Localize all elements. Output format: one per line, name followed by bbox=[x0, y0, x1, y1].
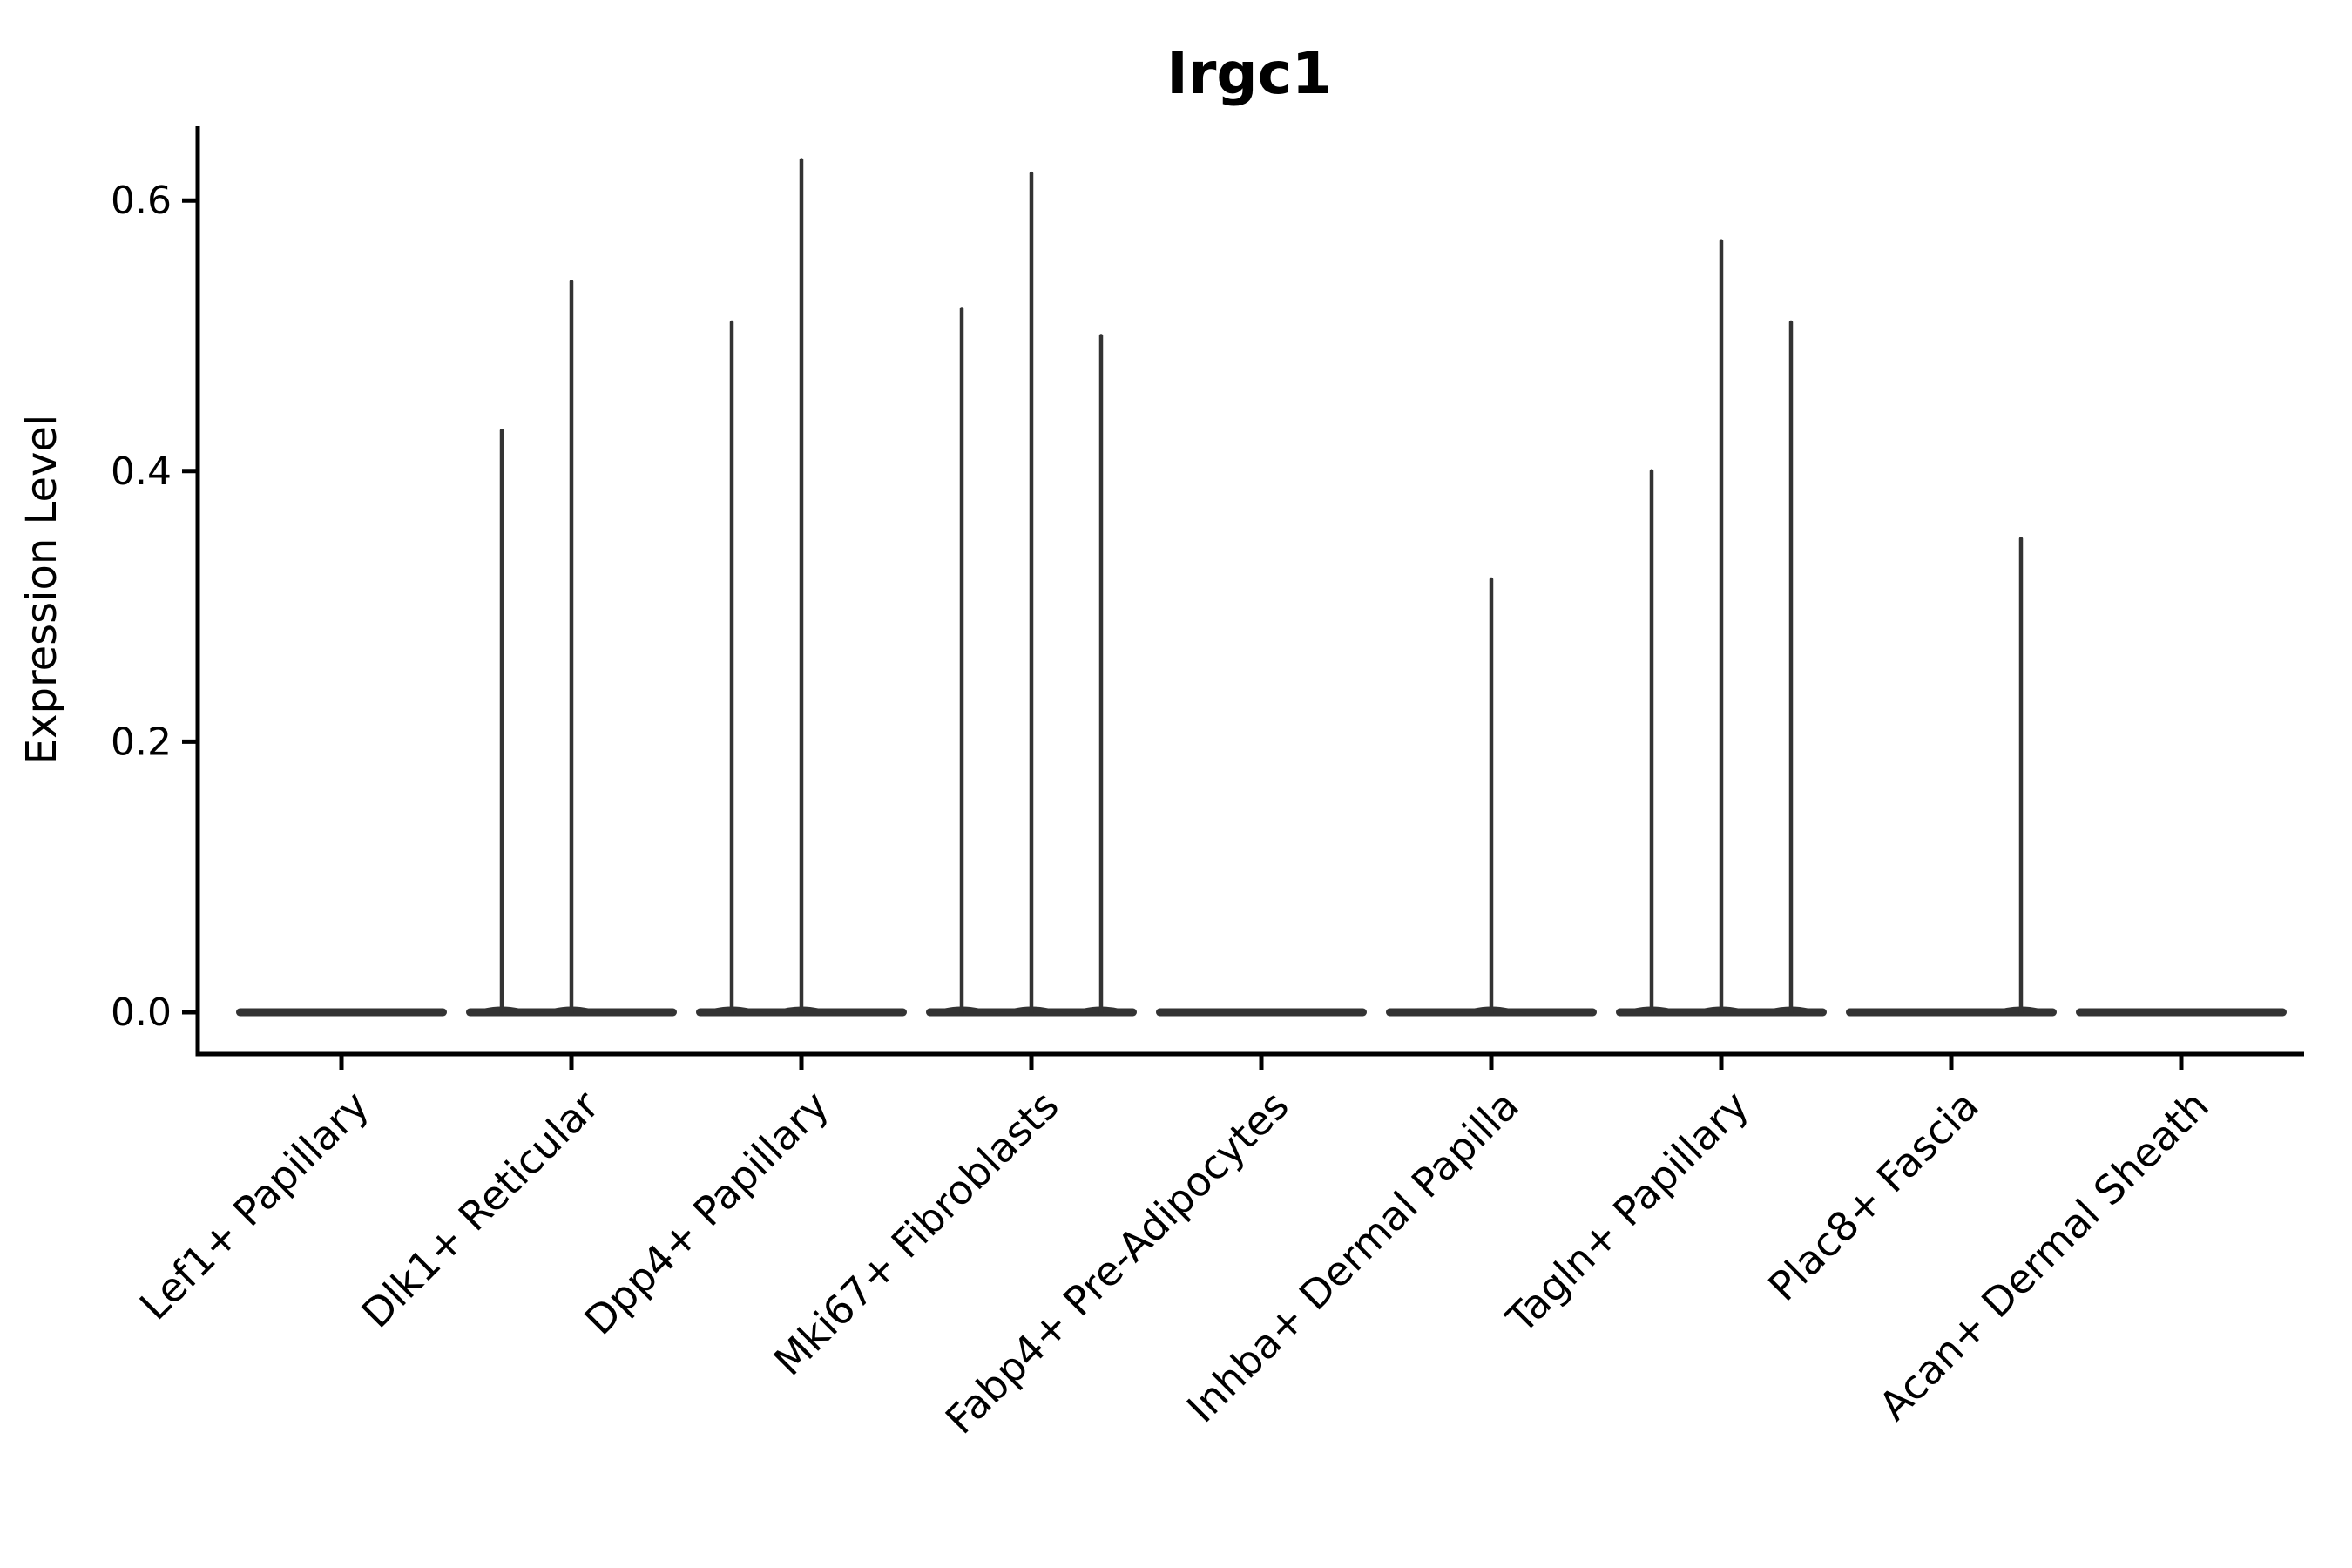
y-tick-label: 0.6 bbox=[111, 179, 172, 223]
violin-group bbox=[466, 280, 677, 1017]
violin-group bbox=[926, 171, 1137, 1017]
violin-group bbox=[2076, 1008, 2287, 1017]
x-tick-label: Dpp4+ Papillary bbox=[576, 1082, 838, 1344]
x-tick-label: Plac8+ Fascia bbox=[1759, 1082, 1987, 1310]
violins bbox=[236, 158, 2287, 1017]
x-tick-label: Lef1+ Papillary bbox=[131, 1082, 378, 1329]
violin-base bbox=[1156, 1008, 1367, 1017]
violin-base bbox=[236, 1008, 447, 1017]
violin-group bbox=[1846, 537, 2057, 1017]
x-tick-label: Tagln+ Papillary bbox=[1497, 1082, 1758, 1343]
violin-base bbox=[2076, 1008, 2287, 1017]
violin-group bbox=[1616, 239, 1827, 1017]
axes bbox=[182, 126, 2304, 1070]
y-tick-label: 0.4 bbox=[111, 449, 172, 494]
violin-group bbox=[1386, 577, 1597, 1017]
violin-group bbox=[696, 158, 907, 1017]
x-tick-label: Dlk1+ Reticular bbox=[353, 1082, 608, 1337]
chart-title: Irgc1 bbox=[1166, 40, 1331, 107]
y-axis-label: Expression Level bbox=[17, 415, 66, 766]
y-tick-label: 0.0 bbox=[111, 990, 172, 1035]
y-tick-label: 0.2 bbox=[111, 720, 172, 764]
violin-group bbox=[1156, 1008, 1367, 1017]
violin-group bbox=[236, 1008, 447, 1017]
